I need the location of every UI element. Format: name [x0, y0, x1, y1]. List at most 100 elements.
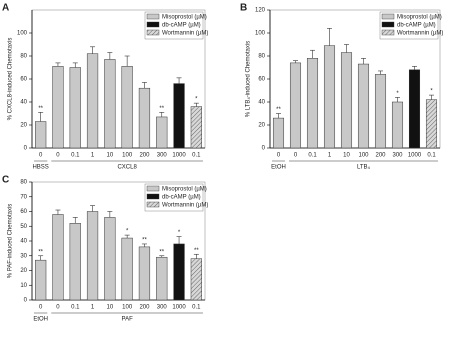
bar [104, 59, 116, 149]
y-tick-label: 20 [20, 268, 27, 274]
x-tick-label: 0 [39, 153, 43, 159]
bar [69, 67, 81, 149]
x-tick-label: 0 [39, 305, 43, 311]
legend-label: db-cAMP (µM) [162, 194, 201, 200]
legend-label: Wortmannin (µM) [162, 202, 208, 208]
significance: ** [38, 249, 43, 255]
x-tick-label: 0.1 [308, 153, 317, 159]
bar [121, 237, 133, 301]
bar [104, 217, 116, 301]
x-tick-label: 0 [294, 153, 298, 159]
x-tick-label: 10 [107, 305, 114, 311]
y-axis-label: % CXCL8-induced Chemotaxis [8, 38, 14, 121]
x-tick-label: 1 [91, 305, 95, 311]
y-tick-label: 80 [20, 180, 27, 186]
x-tick-label: 100 [358, 153, 369, 159]
bar [86, 211, 99, 301]
group-label: EtOH [33, 317, 48, 323]
bar [272, 117, 285, 149]
x-tick-label: 300 [157, 305, 168, 311]
x-tick-label: 200 [375, 153, 386, 159]
x-tick-label: 100 [122, 153, 133, 159]
bar [391, 101, 404, 149]
x-tick-label: 10 [107, 153, 114, 159]
significance: ** [276, 107, 281, 113]
significance: * [126, 229, 129, 235]
panel-letter: B [240, 3, 247, 14]
legend-swatch [381, 13, 395, 20]
significance: ** [159, 106, 164, 112]
x-tick-label: 1000 [172, 305, 186, 311]
legend-label: Wortmannin (µM) [397, 30, 443, 36]
group-label: LTB₄ [357, 165, 371, 171]
significance: * [396, 91, 399, 97]
legend-label: Misoprostol (µM) [162, 186, 207, 192]
legend-swatch [381, 29, 395, 36]
bar [425, 99, 438, 149]
bar [190, 258, 202, 301]
group-label: HBSS [32, 165, 48, 171]
y-axis-label: % LTB₄-induced Chemotaxis [246, 41, 252, 117]
x-tick-label: 0.1 [192, 305, 201, 311]
panel-letter: C [2, 175, 9, 186]
y-tick-label: 100 [255, 31, 266, 37]
x-tick-label: 0.1 [427, 153, 436, 159]
x-tick-label: 0 [56, 305, 60, 311]
bar [156, 116, 168, 149]
x-tick-label: 0.1 [71, 153, 80, 159]
y-tick-label: 20 [258, 123, 265, 129]
legend-swatch [146, 21, 160, 28]
bar [173, 243, 185, 301]
legend-swatch [146, 193, 160, 200]
y-tick-label: 40 [20, 100, 27, 106]
panel-letter: A [2, 3, 9, 14]
legend-swatch [146, 29, 160, 36]
legend-label: db-cAMP (µM) [162, 22, 201, 28]
y-tick-label: 10 [20, 283, 27, 289]
y-tick-label: 80 [258, 54, 265, 60]
y-tick-label: 0 [24, 298, 28, 304]
significance: ** [142, 238, 147, 244]
significance: ** [38, 106, 43, 112]
x-tick-label: 1000 [408, 153, 422, 159]
group-label: PAF [122, 317, 134, 323]
significance: * [430, 89, 433, 95]
bar [190, 106, 202, 149]
bar [35, 259, 47, 301]
bar [121, 66, 133, 149]
y-tick-label: 40 [20, 239, 27, 245]
bar [173, 83, 185, 149]
x-tick-label: 1 [328, 153, 332, 159]
bar [138, 87, 151, 149]
legend-swatch [381, 21, 395, 28]
bar [156, 256, 168, 301]
x-tick-label: 200 [139, 305, 150, 311]
bar [52, 66, 64, 149]
y-tick-label: 100 [17, 31, 28, 37]
bar [86, 53, 99, 149]
y-tick-label: 40 [258, 100, 265, 106]
bar [340, 52, 353, 149]
bar [323, 45, 336, 149]
x-tick-label: 0 [277, 153, 281, 159]
x-tick-label: 300 [392, 153, 403, 159]
bar [69, 223, 81, 301]
x-tick-label: 0.1 [192, 153, 201, 159]
y-tick-label: 0 [24, 146, 28, 152]
bar [289, 62, 302, 149]
significance: * [178, 230, 181, 236]
legend-label: db-cAMP (µM) [397, 22, 436, 28]
bar [374, 74, 387, 149]
x-tick-label: 100 [122, 305, 133, 311]
bar [306, 58, 319, 149]
bar [35, 121, 47, 149]
y-tick-label: 30 [20, 253, 27, 259]
x-tick-label: 1000 [172, 153, 186, 159]
group-label: EtOH [271, 165, 286, 171]
legend-swatch [146, 13, 160, 20]
group-label: CXCL8 [117, 165, 137, 171]
x-tick-label: 200 [139, 153, 150, 159]
legend-label: Misoprostol (µM) [397, 14, 442, 20]
legend-label: Misoprostol (µM) [162, 14, 207, 20]
